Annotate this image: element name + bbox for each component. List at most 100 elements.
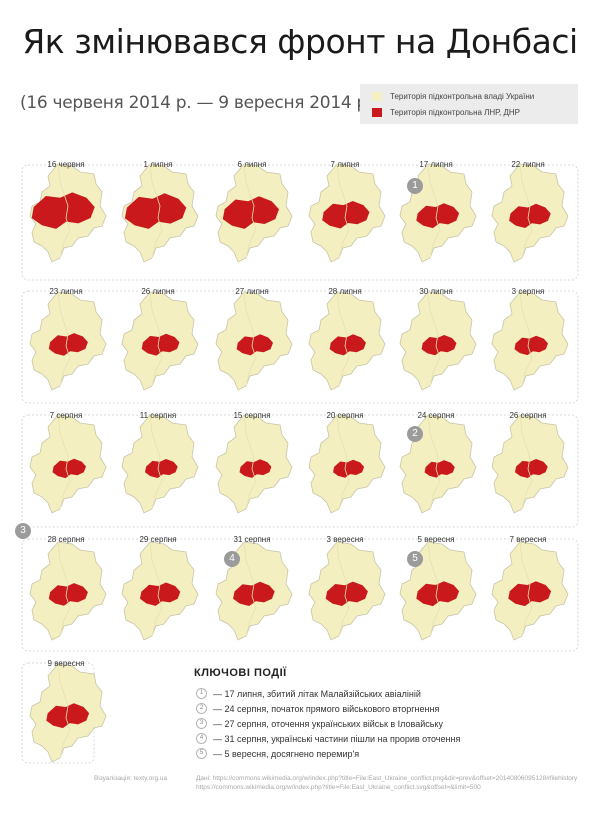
separatist-controlled-area <box>416 581 460 607</box>
separatist-controlled-area <box>325 581 368 606</box>
key-event-number: 3 <box>196 718 207 729</box>
separatist-controlled-area <box>31 192 95 229</box>
map-date-label: 17 липня <box>419 160 453 169</box>
oblast-border <box>57 663 71 759</box>
oblast-border <box>243 541 257 637</box>
donbas-map <box>215 414 293 514</box>
oblast-border <box>336 414 350 510</box>
key-event-text: — 17 липня, збитий літак Малайзійських а… <box>213 688 421 699</box>
donbas-map <box>308 541 386 641</box>
donbas-map <box>29 414 107 514</box>
oblast-border <box>336 163 350 259</box>
oblast-border <box>243 414 257 510</box>
key-event-text: — 31 серпня, українські частини пішли на… <box>213 733 461 744</box>
oblast-border <box>427 541 441 637</box>
key-event-number: 5 <box>196 748 207 759</box>
separatist-controlled-area <box>124 193 187 229</box>
map-date-label: 26 липня <box>141 287 175 296</box>
map-date-label: 1 липня <box>143 160 173 169</box>
oblast-border <box>57 291 71 387</box>
separatist-controlled-area <box>424 460 455 478</box>
separatist-controlled-area <box>46 703 90 729</box>
donbas-map <box>29 663 107 763</box>
donbas-map <box>491 163 569 263</box>
map-date-label: 20 серпня <box>326 411 364 420</box>
map-date-label: 26 серпня <box>509 411 547 420</box>
separatist-controlled-area <box>233 581 275 606</box>
donbas-map <box>308 291 386 391</box>
legend-swatch-ukraine <box>372 92 382 101</box>
donbas-map <box>29 541 107 641</box>
oblast-border <box>57 163 71 259</box>
key-event-text: — 27 серпня, оточення українських військ… <box>213 718 443 729</box>
separatist-controlled-area <box>333 459 365 478</box>
legend-swatch-separatist <box>372 108 382 117</box>
oblast-border <box>336 541 350 637</box>
map-date-label: 3 серпня <box>511 287 545 296</box>
oblast-border <box>57 541 71 637</box>
oblast-border <box>519 414 533 510</box>
key-event-item: 1 — 17 липня, збитий літак Малайзійських … <box>196 688 421 699</box>
separatist-controlled-area <box>416 203 460 229</box>
oblast-border <box>149 414 163 510</box>
event-badge: 4 <box>224 551 240 567</box>
donbas-map <box>121 541 199 641</box>
legend-label-separatist: Територія підконтрольна ЛНР, ДНР <box>390 108 520 117</box>
separatist-controlled-area <box>421 335 457 356</box>
donbas-map <box>308 414 386 514</box>
map-date-label: 28 серпня <box>47 535 85 544</box>
map-date-label: 22 липня <box>511 160 545 169</box>
map-date-label: 9 вересня <box>47 659 85 668</box>
oblast-border <box>427 291 441 387</box>
legend-item-separatist: Територія підконтрольна ЛНР, ДНР <box>372 108 520 117</box>
timeline-row-frame <box>21 290 579 404</box>
donbas-map <box>491 291 569 391</box>
separatist-controlled-area <box>514 335 548 356</box>
separatist-controlled-area <box>239 459 272 478</box>
donbas-map <box>491 541 569 641</box>
donbas-map <box>399 541 477 641</box>
map-date-label: 7 липня <box>330 160 360 169</box>
key-event-text: — 24 серпня, початок прямого військового… <box>213 703 440 714</box>
oblast-border <box>519 291 533 387</box>
credit: Візуалізація: texty.org.ua <box>94 775 168 782</box>
donbas-map <box>308 163 386 263</box>
timeline-row-frame <box>21 414 579 528</box>
key-event-item: 2 — 24 серпня, початок прямого військовог… <box>196 703 439 714</box>
map-date-label: 23 липня <box>49 287 83 296</box>
key-event-item: 3 — 27 серпня, оточення українських війсь… <box>196 718 443 729</box>
timeline-row-frame <box>21 164 579 281</box>
separatist-controlled-area <box>509 203 551 228</box>
map-date-label: 6 липня <box>237 160 267 169</box>
donbas-map <box>491 414 569 514</box>
key-event-number: 2 <box>196 703 207 714</box>
map-date-label: 11 серпня <box>139 411 177 420</box>
separatist-controlled-area <box>515 459 548 478</box>
donbas-map <box>215 541 293 641</box>
donbas-map <box>215 163 293 263</box>
key-event-number: 1 <box>196 688 207 699</box>
separatist-controlled-area <box>52 458 86 479</box>
oblast-border <box>519 163 533 259</box>
key-event-text: — 5 вересня, досягнено перемир'я <box>213 748 360 759</box>
map-date-label: 15 серпня <box>233 411 271 420</box>
timeline-row-frame <box>21 538 579 652</box>
event-badge: 3 <box>15 523 31 539</box>
separatist-controlled-area <box>48 333 88 356</box>
oblast-border <box>427 163 441 259</box>
legend-label-ukraine: Територія підконтрольна владі України <box>390 92 535 101</box>
separatist-controlled-area <box>236 334 273 356</box>
map-date-label: 28 липня <box>328 287 362 296</box>
map-date-label: 24 серпня <box>417 411 455 420</box>
separatist-controlled-area <box>48 583 88 606</box>
key-event-item: 4 — 31 серпня, українські частини пішли н… <box>196 733 460 744</box>
separatist-controlled-area <box>141 333 180 356</box>
donbas-map <box>399 291 477 391</box>
oblast-border <box>149 541 163 637</box>
donbas-map <box>215 291 293 391</box>
oblast-border <box>149 163 163 259</box>
event-badge: 2 <box>407 426 423 442</box>
map-date-label: 7 серпня <box>49 411 83 420</box>
legend: Територія підконтрольна владі України Те… <box>360 84 578 124</box>
